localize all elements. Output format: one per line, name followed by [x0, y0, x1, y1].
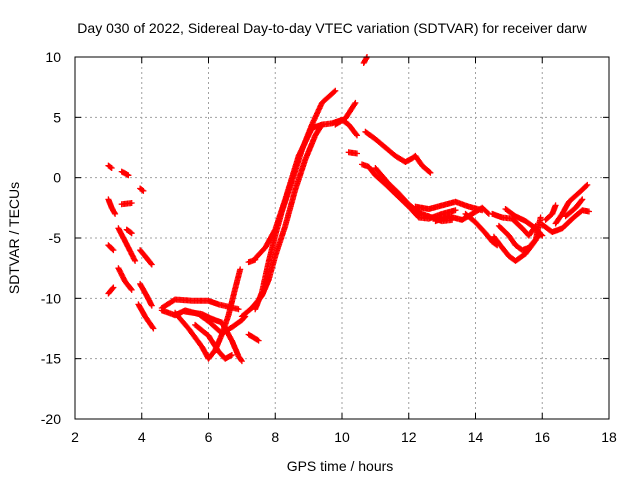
series-arc-x — [332, 99, 359, 128]
series-arc-h — [123, 226, 135, 237]
series-arc-d — [118, 200, 135, 208]
data-marker-trail — [192, 321, 235, 362]
series-arc-ad — [412, 198, 486, 214]
x-tick-labels: 2 4 6 8 10 12 14 16 18 — [71, 429, 617, 445]
x-tick-label: 8 — [271, 429, 279, 445]
data-marker-trail — [115, 265, 135, 293]
data-marker-trail — [552, 181, 591, 227]
series-arc-am — [552, 181, 591, 227]
series-arc-l — [137, 280, 155, 309]
series-arc-g — [115, 225, 139, 264]
x-tick-label: 10 — [334, 429, 350, 445]
data-marker-trail — [542, 202, 559, 223]
y-axis-title: SDTVAR / TECUs — [6, 182, 22, 294]
series-arc-r — [192, 321, 235, 362]
data-marker-trail — [252, 121, 325, 262]
x-tick-label: 18 — [601, 429, 617, 445]
data-marker-trail — [502, 206, 546, 239]
series-arc-a — [105, 162, 115, 171]
data-marker-trail — [105, 242, 117, 254]
y-tick-label: -15 — [41, 351, 61, 367]
data-marker-trail — [462, 210, 501, 249]
data-marker-trail — [105, 162, 115, 171]
x-tick-label: 16 — [534, 429, 550, 445]
x-tick-label: 4 — [138, 429, 146, 445]
series-arc-j — [115, 265, 135, 293]
y-tick-label: 10 — [45, 49, 61, 65]
data-marker-trail — [432, 204, 492, 225]
series-arc-c — [105, 196, 119, 217]
series-arc-z — [345, 149, 360, 157]
data-marker-trail — [360, 54, 370, 66]
y-tick-label: -5 — [49, 230, 62, 246]
x-tick-label: 6 — [205, 429, 213, 445]
data-marker-trail — [362, 128, 434, 176]
series-arc-y — [360, 54, 370, 66]
series-arc-m — [135, 301, 157, 332]
data-marker-trail — [182, 308, 245, 365]
series-arc-al — [539, 207, 592, 235]
x-tick-label: 12 — [401, 429, 417, 445]
chart-title: Day 030 of 2022, Sidereal Day-to-day VTE… — [77, 20, 587, 36]
data-marker-trail — [123, 226, 135, 237]
x-axis-title: GPS time / hours — [287, 458, 394, 474]
series-arc-i — [137, 247, 155, 268]
data-marker-trail — [345, 149, 360, 157]
series-arc-ag — [489, 210, 539, 239]
data-marker-trail — [118, 168, 132, 179]
data-marker-trail — [489, 210, 539, 239]
series-arc-ak — [542, 202, 559, 223]
data-marker-trail — [137, 247, 155, 268]
data-marker-trail — [137, 185, 147, 194]
y-tick-label: -20 — [41, 411, 61, 427]
series-arc-f — [105, 242, 117, 254]
x-tick-label: 2 — [71, 429, 79, 445]
data-marker-trail — [115, 225, 139, 264]
series-arc-ae — [432, 204, 492, 225]
series-arc-an — [562, 196, 586, 220]
data-marker-trail — [137, 280, 155, 309]
data-marker-trail — [412, 198, 486, 214]
data-marker-trail — [562, 196, 586, 220]
data-marker-trail — [539, 207, 592, 235]
x-tick-label: 14 — [468, 429, 484, 445]
data-marker-trail — [135, 301, 157, 332]
series-arc-e — [137, 185, 147, 194]
series-arc-k — [105, 284, 117, 297]
y-tick-label: -10 — [41, 290, 61, 306]
data-marker-trail — [105, 284, 117, 297]
y-tick-label: 5 — [53, 109, 61, 125]
y-tick-label: 0 — [53, 170, 61, 186]
series-arc-aj — [502, 206, 546, 239]
data-marker-trail — [332, 99, 359, 128]
data-marker-trail — [245, 331, 262, 344]
series-arc-ai — [495, 222, 542, 254]
y-tick-labels: -20 -15 -10 -5 0 5 10 — [41, 49, 61, 427]
data-points — [105, 54, 592, 365]
data-marker-trail — [105, 196, 119, 217]
data-marker-trail — [495, 222, 542, 254]
data-marker-trail — [118, 200, 135, 208]
series-arc-q — [182, 308, 245, 365]
series-arc-af — [462, 210, 501, 249]
plot-frame — [74, 56, 610, 420]
series-arc-s — [245, 331, 262, 344]
series-arc-b — [118, 168, 132, 179]
series-arc-w — [252, 121, 325, 262]
series-arc-aa — [362, 128, 434, 176]
